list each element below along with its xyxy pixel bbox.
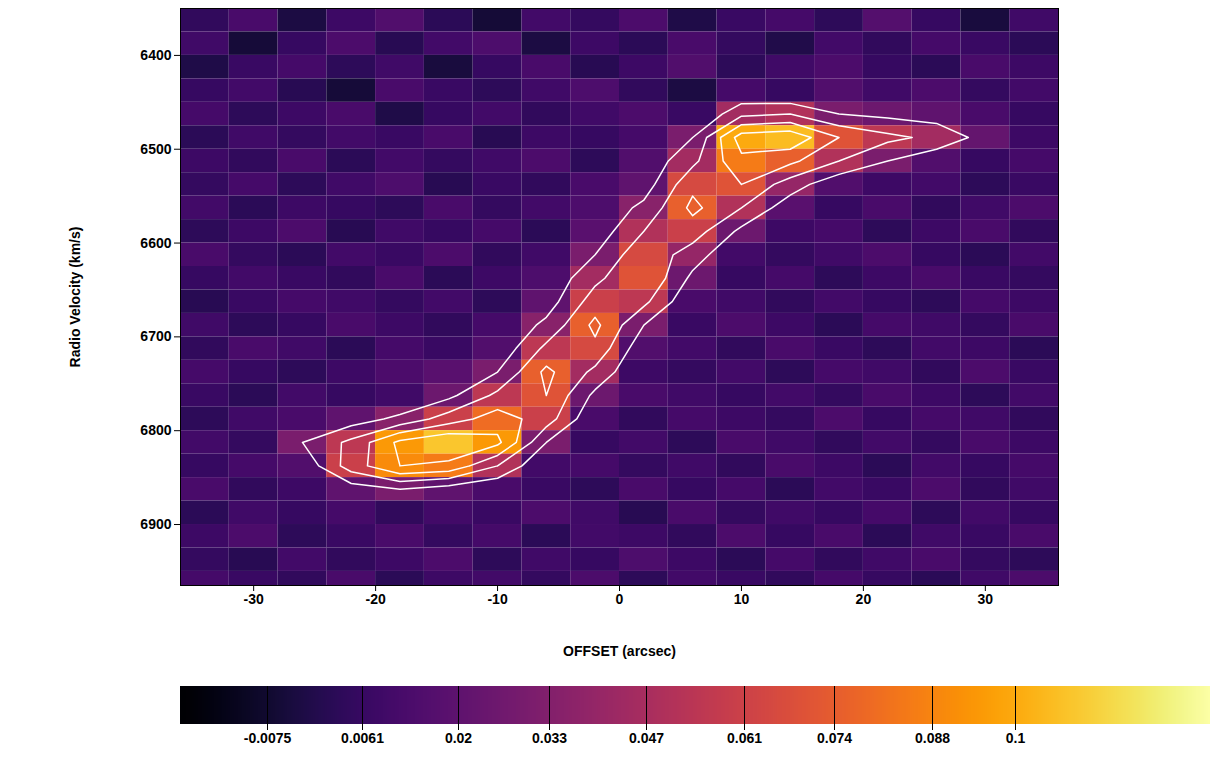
svg-text:0.033: 0.033 — [532, 730, 567, 746]
svg-text:Radio Velocity (km/s): Radio Velocity (km/s) — [67, 227, 83, 368]
svg-text:-0.0075: -0.0075 — [244, 730, 292, 746]
svg-text:0.0061: 0.0061 — [341, 730, 384, 746]
svg-text:0: 0 — [616, 591, 624, 607]
svg-text:10: 10 — [734, 591, 750, 607]
svg-text:OFFSET (arcsec): OFFSET (arcsec) — [563, 643, 676, 659]
svg-text:-10: -10 — [487, 591, 507, 607]
svg-text:-20: -20 — [365, 591, 385, 607]
svg-text:0.088: 0.088 — [915, 730, 950, 746]
svg-text:0.1: 0.1 — [1006, 730, 1026, 746]
svg-text:6400: 6400 — [140, 47, 171, 63]
svg-text:6600: 6600 — [140, 235, 171, 251]
svg-text:6800: 6800 — [140, 422, 171, 438]
svg-text:6900: 6900 — [140, 516, 171, 532]
svg-text:0.061: 0.061 — [727, 730, 762, 746]
svg-text:20: 20 — [856, 591, 872, 607]
svg-text:30: 30 — [978, 591, 994, 607]
svg-text:0.02: 0.02 — [445, 730, 472, 746]
svg-text:0.047: 0.047 — [629, 730, 664, 746]
svg-text:-30: -30 — [244, 591, 264, 607]
svg-text:6700: 6700 — [140, 328, 171, 344]
svg-text:6500: 6500 — [140, 141, 171, 157]
svg-text:0.074: 0.074 — [817, 730, 852, 746]
